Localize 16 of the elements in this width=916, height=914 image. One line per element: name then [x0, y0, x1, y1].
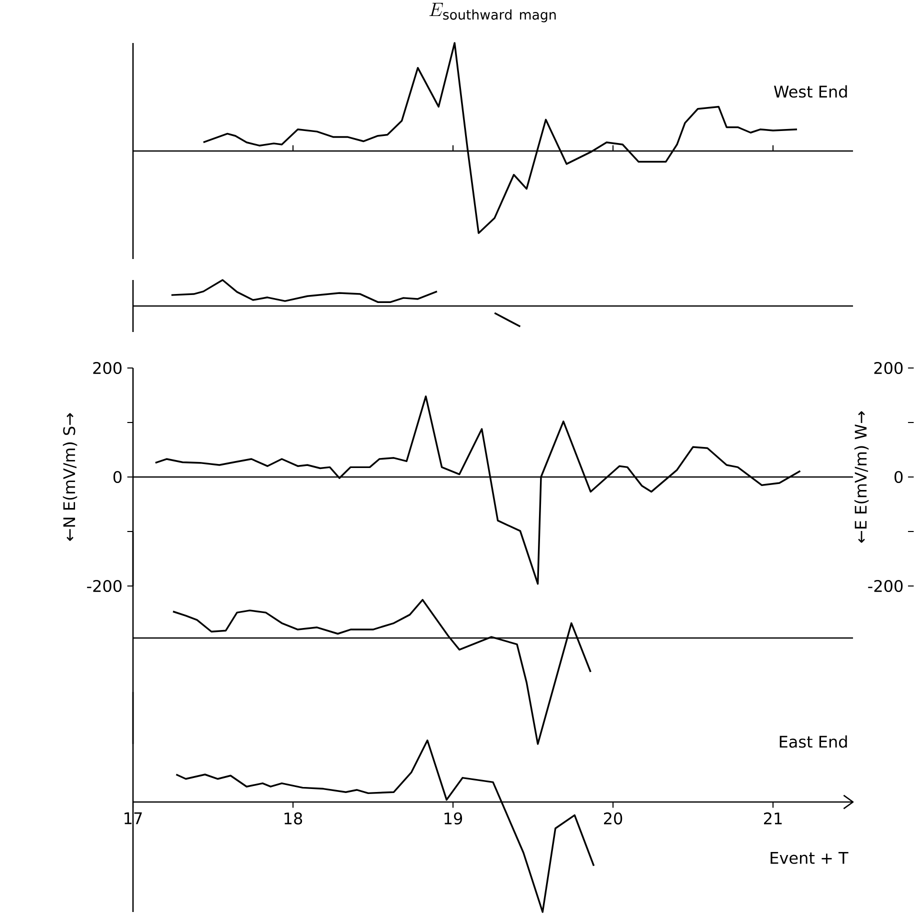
y2-axis-title: ←E E(mV/m) W→ — [854, 411, 869, 543]
y2-tick-label: 0 — [894, 470, 903, 484]
y-axis-title: ←N E(mV/m) S→ — [62, 413, 78, 541]
x-tick-label: 20 — [604, 812, 622, 825]
x-tick-label: 21 — [764, 812, 782, 824]
annotation: East End — [780, 735, 847, 748]
x-tick-label: 19 — [444, 812, 462, 825]
x-tick-label: 18 — [284, 812, 302, 825]
annotation: West End — [774, 85, 847, 98]
y-tick-label: -200 — [87, 580, 122, 592]
y-tick-label: 0 — [113, 470, 122, 484]
chart-title: $E_{\mathrm{southward\ magn}}$ — [429, 2, 556, 22]
y2-tick-label: -200 — [868, 580, 903, 592]
x-axis-title: Event + T — [770, 852, 848, 864]
y2-tick-label: 200 — [874, 362, 903, 374]
y-tick-label: 200 — [93, 362, 122, 374]
